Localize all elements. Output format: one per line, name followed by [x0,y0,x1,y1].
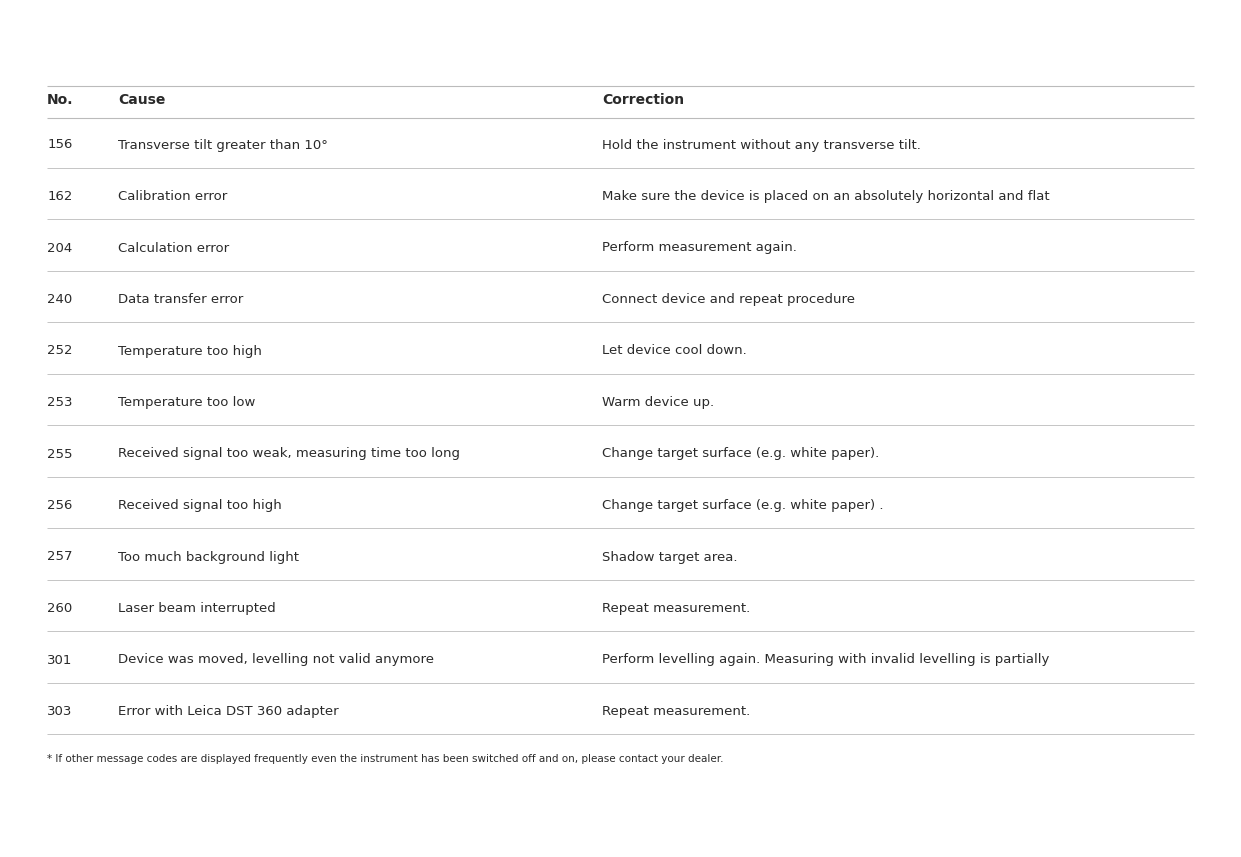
Text: Temperature too high: Temperature too high [118,345,262,357]
Text: 303: 303 [47,705,72,718]
Text: 162: 162 [47,190,72,203]
Text: Change target surface (e.g. white paper) .: Change target surface (e.g. white paper)… [602,499,884,512]
Text: Repeat measurement.: Repeat measurement. [602,602,750,615]
Text: Leica DISTO™ X4: Leica DISTO™ X4 [15,824,160,840]
Text: Warm device up.: Warm device up. [602,396,714,409]
Text: Error with Leica DST 360 adapter: Error with Leica DST 360 adapter [118,705,339,718]
Text: No.: No. [47,93,73,107]
Text: 53: 53 [1195,822,1226,842]
Text: Change target surface (e.g. white paper).: Change target surface (e.g. white paper)… [602,447,879,460]
Text: Connect device and repeat procedure: Connect device and repeat procedure [602,293,855,306]
Text: Calculation error: Calculation error [118,242,230,255]
Text: Too much background light: Too much background light [118,550,299,564]
Text: Temperature too low: Temperature too low [118,396,256,409]
Text: 256: 256 [47,499,72,512]
Text: Shadow target area.: Shadow target area. [602,550,737,564]
Text: Make sure the device is placed on an absolutely horizontal and flat: Make sure the device is placed on an abs… [602,190,1050,203]
Text: Let device cool down.: Let device cool down. [602,345,747,357]
Text: Repeat measurement.: Repeat measurement. [602,705,750,718]
Text: 252: 252 [47,345,73,357]
Text: Message Codes: Message Codes [15,7,160,25]
Text: * If other message codes are displayed frequently even the instrument has been s: * If other message codes are displayed f… [47,754,724,764]
Text: Transverse tilt greater than 10°: Transverse tilt greater than 10° [118,139,328,152]
Text: 156: 156 [47,139,72,152]
Text: Calibration error: Calibration error [118,190,227,203]
Text: Correction: Correction [602,93,684,107]
Text: Hold the instrument without any transverse tilt.: Hold the instrument without any transver… [602,139,921,152]
Text: 255: 255 [47,447,73,460]
Text: Data transfer error: Data transfer error [118,293,243,306]
Text: Laser beam interrupted: Laser beam interrupted [118,602,276,615]
Text: Cause: Cause [118,93,165,107]
Text: 240: 240 [47,293,72,306]
Text: Perform levelling again. Measuring with invalid levelling is partially: Perform levelling again. Measuring with … [602,654,1049,667]
Text: 301: 301 [47,654,72,667]
Text: 204: 204 [47,242,72,255]
Text: 260: 260 [47,602,72,615]
Text: Received signal too weak, measuring time too long: Received signal too weak, measuring time… [118,447,460,460]
Text: 253: 253 [47,396,73,409]
Text: Received signal too high: Received signal too high [118,499,282,512]
Text: Device was moved, levelling not valid anymore: Device was moved, levelling not valid an… [118,654,434,667]
Text: Perform measurement again.: Perform measurement again. [602,242,797,255]
Text: 257: 257 [47,550,73,564]
